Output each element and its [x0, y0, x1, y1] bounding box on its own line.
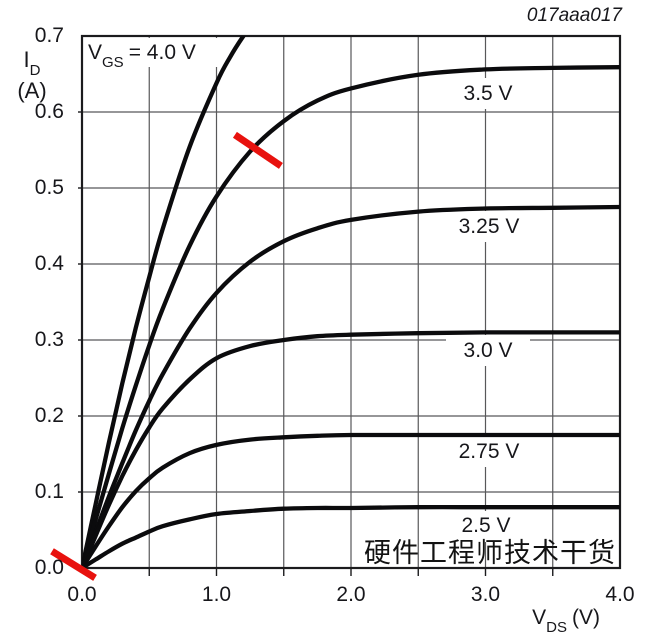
curves-group — [82, 36, 620, 568]
red-slash-annotation — [232, 131, 283, 169]
curve-label-3.0-v: 3.0 V — [446, 335, 531, 367]
gate-label-value: = 4.0 V — [128, 41, 196, 64]
gate-voltage-label: VGS = 4.0 V — [86, 38, 226, 71]
curve-label-2.5-v: 2.5 V — [444, 510, 529, 542]
curve-vgs-=-2.75-v — [82, 432, 620, 568]
curve-label-3.25-v: 3.25 V — [442, 211, 535, 243]
plot-frame — [80, 34, 622, 570]
curve-vgs-=-3.5-v — [82, 65, 620, 568]
curve-label-3.5-v: 3.5 V — [446, 78, 531, 110]
gate-label-symbol: V — [88, 41, 103, 64]
curve-vgs-=-3.0-v — [82, 330, 620, 568]
curve-vgs-=-3.25-v — [82, 204, 620, 568]
curve-vgs-=-2.5-v — [82, 505, 620, 568]
curve-vgs-=-4.0-v — [82, 36, 247, 568]
curve-label-2.75-v: 2.75 V — [442, 436, 535, 468]
red-slash-annotation — [50, 548, 97, 581]
gate-label-subscript: GS — [102, 54, 124, 72]
